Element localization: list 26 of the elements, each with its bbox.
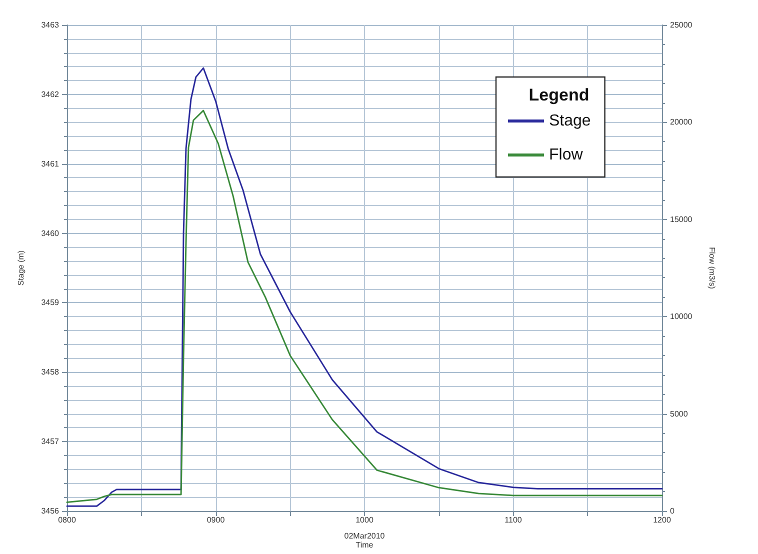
x-tick-label: 0800 [58, 516, 76, 524]
y2-tick-label: 15000 [670, 214, 693, 224]
x-axis-title: Time [356, 540, 374, 550]
x-tick-label: 0900 [206, 516, 226, 524]
y2-tick-label: 0 [670, 506, 675, 516]
y-tick-label: 3456 [41, 506, 60, 516]
x-tick-label: 1200 [653, 516, 672, 524]
y2-tick-label: 25000 [670, 20, 693, 30]
y-tick-label: 3457 [41, 437, 60, 446]
y2-tick-label: 5000 [670, 409, 688, 418]
y-tick-label: 3460 [41, 228, 60, 238]
y2-tick-label: 20000 [670, 118, 693, 127]
x-tick-label: 1100 [504, 516, 522, 524]
legend-title: Legend [528, 86, 590, 104]
y2-tick-label: 10000 [670, 312, 693, 322]
y-tick-label: 3462 [41, 90, 60, 99]
y-tick-label: 3458 [41, 368, 60, 377]
y-axis-title: Stage (m) [16, 250, 26, 286]
y-tick-label: 3459 [41, 298, 60, 308]
y-tick-label: 3461 [41, 159, 60, 168]
y2-axis-title: Flow (m3/s) [708, 247, 716, 290]
legend-label: Stage [549, 112, 591, 130]
text: 02Mar2010 [344, 532, 386, 540]
x-tick-label: 1000 [356, 516, 374, 524]
legend-label: Flow [549, 146, 584, 164]
y-tick-label: 3463 [41, 20, 60, 30]
